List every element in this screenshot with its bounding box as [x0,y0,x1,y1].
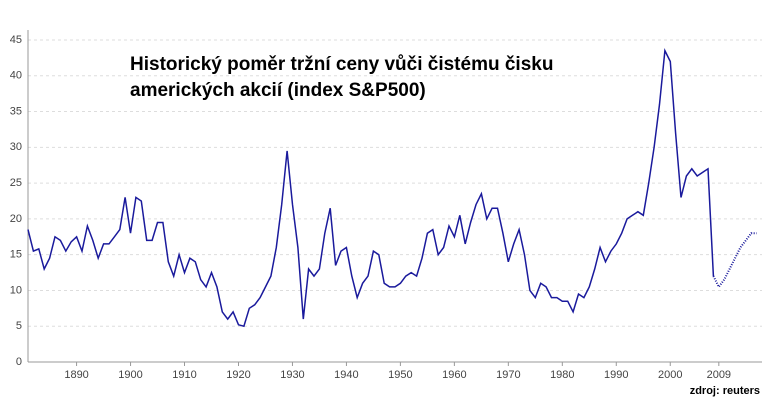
y-tick-label: 20 [10,213,22,225]
y-tick-label: 40 [10,70,22,82]
x-tick-label: 2009 [707,369,731,381]
x-tick-label: 1950 [388,369,412,381]
x-tick-label: 1930 [280,369,304,381]
x-tick-label: 1980 [550,369,574,381]
chart-title: amerických akcií (index S&P500) [130,80,426,101]
y-tick-label: 5 [16,320,22,332]
y-tick-label: 25 [10,177,22,189]
x-tick-label: 1890 [64,369,88,381]
x-tick-label: 1960 [442,369,466,381]
x-tick-label: 1940 [334,369,358,381]
data-line [27,48,715,328]
x-tick-label: 1970 [496,369,520,381]
x-tick-label: 1910 [172,369,196,381]
y-tick-label: 15 [10,249,22,261]
y-tick-label: 30 [10,141,22,153]
x-tick-label: 1900 [118,369,142,381]
y-tick-label: 35 [10,105,22,117]
y-tick-label: 10 [10,284,22,296]
data-line [712,232,757,289]
y-tick-label: 45 [10,34,22,46]
x-tick-label: 1920 [226,369,250,381]
x-tick-label: 2000 [658,369,682,381]
chart-title: Historický poměr tržní ceny vůči čistému… [130,54,553,75]
source: zdroj: reuters [690,385,760,397]
x-tick-label: 1990 [604,369,628,381]
y-tick-label: 0 [16,356,22,368]
